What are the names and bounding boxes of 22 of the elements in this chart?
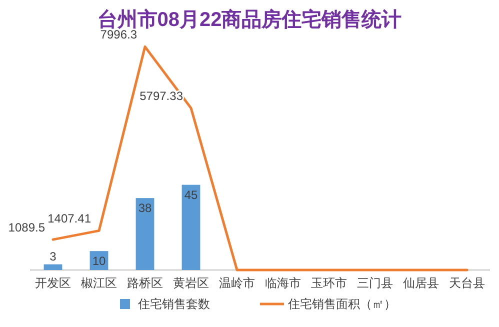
bar (182, 184, 200, 270)
legend-label: 住宅销售套数 (137, 297, 210, 311)
legend-label: 住宅销售面积（㎡） (287, 297, 396, 311)
data-label: 3 (50, 249, 57, 264)
x-tick-label: 温岭市 (219, 276, 255, 290)
bar (44, 264, 62, 270)
x-tick-label: 玉环市 (311, 276, 347, 290)
data-label: 5797.33 (140, 89, 184, 104)
data-label: 10 (92, 254, 106, 268)
data-label: 45 (184, 188, 198, 202)
x-tick-label: 椒江区 (81, 276, 117, 290)
x-tick-label: 三门县 (357, 276, 393, 290)
bar (136, 198, 154, 270)
data-label: 38 (138, 201, 152, 216)
x-tick-label: 仙居县 (403, 276, 439, 290)
data-label: 1089.5 (8, 220, 46, 235)
x-tick-label: 黄岩区 (173, 276, 209, 290)
data-label: 1407.41 (48, 212, 92, 226)
x-tick-label: 开发区 (35, 276, 71, 290)
x-tick-label: 临海市 (265, 276, 301, 290)
x-tick-label: 路桥区 (127, 276, 163, 290)
x-tick-label: 天台县 (449, 276, 485, 290)
